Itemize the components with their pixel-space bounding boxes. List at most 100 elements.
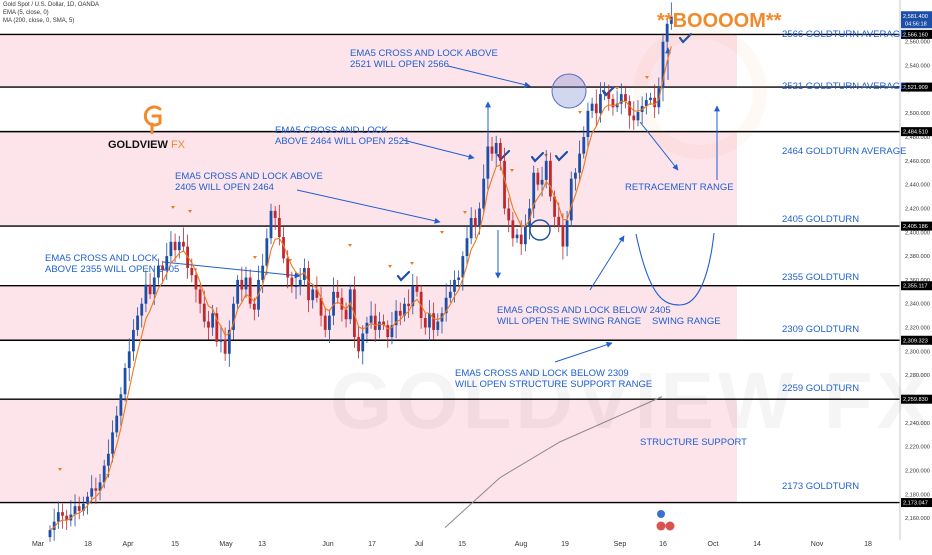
candle-body bbox=[202, 303, 206, 322]
candle-body bbox=[173, 241, 177, 251]
ma-indicator-legend[interactable]: MA (200, close, 0, SMA, 5) bbox=[3, 18, 75, 24]
highlight-circle bbox=[551, 73, 587, 109]
zones-layer bbox=[0, 34, 737, 503]
y-tick-label: 2,300.000 bbox=[905, 349, 930, 355]
annotation-ema-swing: EMA5 CROSS AND LOCK BELOW 2405 WILL OPEN… bbox=[497, 305, 671, 327]
annotation-ema-structure: EMA5 CROSS AND LOCK BELOW 2309 WILL OPEN… bbox=[455, 368, 652, 390]
level-price-tag bbox=[901, 82, 932, 92]
candle-body bbox=[532, 172, 536, 209]
candle-body bbox=[540, 179, 544, 185]
candle-body bbox=[407, 303, 411, 307]
y-tick-label: 2,280.000 bbox=[905, 373, 930, 379]
annotation-line: EMA5 CROSS AND LOCK ABOVE bbox=[175, 171, 323, 182]
ma200-layer bbox=[444, 396, 663, 528]
candle-body bbox=[473, 217, 477, 227]
last-price-countdown: 04:56:18 bbox=[905, 22, 927, 28]
annotation-line: 2521 WILL OPEN 2566 bbox=[350, 59, 449, 70]
candle-body bbox=[469, 217, 473, 239]
flag-icon bbox=[665, 521, 675, 531]
candle-body bbox=[644, 100, 648, 107]
y-tick-label: 2,540.000 bbox=[905, 64, 930, 70]
candle-body bbox=[415, 285, 419, 292]
y-tick-label: 2,440.000 bbox=[905, 183, 930, 189]
candle-body bbox=[423, 318, 427, 328]
annotation-swing-range: SWING RANGE bbox=[652, 316, 721, 327]
candle-body bbox=[624, 94, 627, 102]
candle-body bbox=[290, 277, 294, 286]
level-label-2355: 2355 GOLDTURN bbox=[782, 272, 860, 283]
x-tick-label: Nov bbox=[811, 541, 824, 548]
candle-body bbox=[211, 313, 215, 328]
level-price-tag-text: 2,173.047 bbox=[903, 501, 928, 507]
candle-body bbox=[286, 258, 290, 278]
candle-body bbox=[182, 241, 185, 247]
candle-body bbox=[157, 265, 160, 278]
candle-body bbox=[332, 291, 335, 316]
x-tick-label: Sep bbox=[614, 541, 627, 548]
arrow-swing-up bbox=[589, 235, 625, 291]
arrow-to-2521 bbox=[402, 139, 475, 160]
candle-body bbox=[603, 91, 607, 95]
y-tick-label: 2,180.000 bbox=[905, 492, 930, 498]
last-price-tag bbox=[901, 11, 932, 29]
x-tick-label: 18 bbox=[864, 541, 872, 548]
level-price-tag-text: 2,566.160 bbox=[903, 32, 928, 38]
candle-body bbox=[661, 41, 665, 89]
candle-body bbox=[265, 238, 269, 266]
candle-body bbox=[619, 94, 623, 104]
candle-body bbox=[519, 234, 523, 245]
level-price-tag-text: 2,405.186 bbox=[903, 224, 928, 230]
event-icon bbox=[657, 510, 665, 518]
candle-body bbox=[632, 115, 636, 121]
candle-body bbox=[56, 512, 60, 522]
candle-body bbox=[190, 268, 194, 276]
level-label-2566: 2566 GOLDTURN AVERAGE bbox=[782, 29, 907, 40]
x-tick-label: 15 bbox=[458, 541, 466, 548]
signal-marker bbox=[510, 169, 514, 172]
candle-body bbox=[507, 208, 511, 221]
candle-body bbox=[411, 285, 415, 307]
watermark-ring bbox=[633, 25, 767, 159]
x-tick-label: 18 bbox=[84, 541, 92, 548]
level-label-2173: 2173 GOLDTURN bbox=[782, 481, 860, 492]
symbol-title[interactable]: Gold Spot / U.S. Dollar, 1D, OANDA bbox=[3, 2, 100, 8]
brand-suffix: FX bbox=[170, 139, 186, 151]
signal-marker bbox=[171, 206, 175, 209]
candle-body bbox=[269, 210, 273, 239]
candle-body bbox=[515, 234, 519, 239]
annotation-ema-2464: EMA5 CROSS AND LOCK ABOVE 2405 WILL OPEN… bbox=[175, 171, 323, 193]
candle-body bbox=[227, 329, 231, 354]
level-price-tag bbox=[901, 221, 932, 231]
y-tick-label: 2,460.000 bbox=[905, 159, 930, 165]
candle-body bbox=[232, 303, 235, 330]
candle-body bbox=[369, 315, 373, 323]
y-tick-label: 2,380.000 bbox=[905, 254, 930, 260]
annotation-line: WILL OPEN THE SWING RANGE bbox=[497, 316, 642, 327]
candle-body bbox=[240, 279, 244, 290]
annotation-retracement-range: RETRACEMENT RANGE bbox=[625, 182, 734, 193]
signal-marker bbox=[348, 244, 352, 247]
ema-indicator-legend[interactable]: EMA (5, close, 0) bbox=[3, 10, 49, 16]
candle-body bbox=[553, 196, 556, 217]
y-tick-label: 2,500.000 bbox=[905, 111, 930, 117]
candle-body bbox=[448, 291, 452, 298]
candle-body bbox=[336, 291, 340, 298]
level-price-tag-text: 2,355.117 bbox=[903, 284, 927, 290]
arrow-structure bbox=[554, 341, 613, 363]
x-tick-label: Apr bbox=[123, 541, 135, 548]
level-label-2521: 2521 GOLDTURN AVERAGE bbox=[782, 81, 907, 92]
candle-body bbox=[382, 321, 385, 326]
candle-body bbox=[465, 238, 469, 257]
ema5-line bbox=[49, 46, 672, 531]
brand-logo: GOLDVIEW FX bbox=[108, 139, 185, 151]
candle-body bbox=[244, 277, 248, 290]
annotation-line: WILL OPEN STRUCTURE SUPPORT RANGE bbox=[455, 379, 653, 390]
checkmark-icon bbox=[678, 32, 693, 44]
checkmark-icon bbox=[396, 270, 411, 282]
candle-body bbox=[236, 279, 240, 304]
y-tick-label: 2,560.000 bbox=[905, 40, 930, 46]
candle-body bbox=[165, 256, 169, 271]
candle-body bbox=[90, 488, 94, 497]
